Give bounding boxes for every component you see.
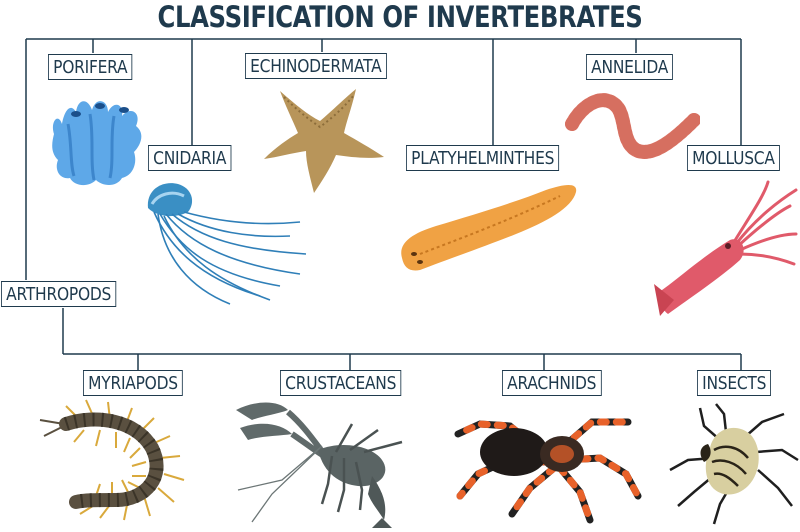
- label-mollusca: MOLLUSCA: [687, 145, 780, 171]
- diagram-title: CLASSIFICATION OF INVERTEBRATES: [157, 0, 643, 34]
- label-arthropods: ARTHROPODS: [1, 281, 117, 307]
- tarantula-illustration: [454, 418, 642, 524]
- jellyfish-illustration: [147, 183, 307, 305]
- earthworm-illustration: [565, 93, 700, 159]
- beetle-illustration: [669, 403, 799, 525]
- label-annelida: ANNELIDA: [586, 54, 674, 80]
- flatworm-illustration: [401, 185, 577, 271]
- label-porifera: PORIFERA: [48, 54, 133, 80]
- label-myriapods: MYRIAPODS: [83, 370, 183, 396]
- label-arachnids: ARACHNIDS: [502, 370, 602, 396]
- label-cnidaria: CNIDARIA: [148, 145, 232, 171]
- crayfish-illustration: [236, 402, 403, 528]
- label-platyhelminthes: PLATYHELMINTHES: [406, 145, 560, 171]
- label-crustaceans: CRUSTACEANS: [280, 370, 402, 396]
- label-insects: INSECTS: [697, 370, 772, 396]
- starfish-illustration: [264, 89, 384, 193]
- label-echinodermata: ECHINODERMATA: [245, 53, 387, 79]
- sponge-illustration: [52, 101, 142, 186]
- centipede-illustration: [39, 399, 185, 521]
- squid-illustration: [654, 180, 798, 316]
